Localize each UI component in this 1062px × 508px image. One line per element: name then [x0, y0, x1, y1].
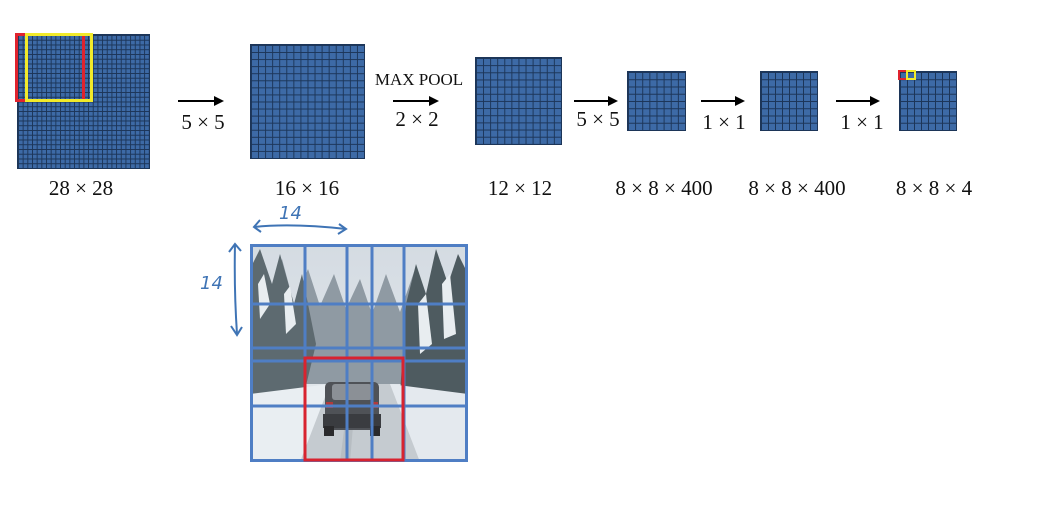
op-label-pool-2x2: 2 × 2	[395, 107, 439, 131]
output-grid-8x8x4	[899, 71, 957, 131]
block-label-12x12: 12 × 12	[487, 176, 553, 200]
output-yellow-cell-box	[906, 70, 916, 80]
yellow-window-box	[25, 33, 93, 102]
photo-grid-overlay	[250, 244, 468, 462]
op-label-conv-1x1-a: 1 × 1	[702, 110, 746, 134]
arrow-right-icon	[836, 96, 880, 106]
arrow-right-icon	[178, 96, 224, 106]
op-label-conv-5x5-b: 5 × 5	[576, 107, 620, 131]
photo-scene	[250, 244, 468, 462]
op-title-max-pool: MAX POOL	[374, 70, 464, 89]
fc1-grid-8x8x400	[760, 71, 818, 131]
block-label-28x28: 28 × 28	[48, 176, 114, 200]
height-annotation-arrow-icon	[228, 242, 243, 337]
car-bounding-box	[303, 356, 405, 462]
block-label-16x16: 16 × 16	[274, 176, 340, 200]
op-label-conv-5x5-a: 5 × 5	[181, 110, 225, 134]
op-label-conv-1x1-b: 1 × 1	[840, 110, 884, 134]
arrow-right-icon	[574, 96, 618, 106]
height-annotation-label: 14	[200, 273, 223, 294]
block-label-8x8x400-b: 8 × 8 × 400	[748, 176, 846, 200]
arrow-right-icon	[701, 96, 745, 106]
pool-grid-12x12	[475, 57, 562, 145]
snowy-road-photo	[250, 244, 468, 462]
conv2-grid-8x8x400	[627, 71, 686, 131]
block-label-8x8x400-a: 8 × 8 × 400	[615, 176, 713, 200]
conv1-grid-16x16	[250, 44, 365, 159]
block-label-8x8x4: 8 × 8 × 4	[895, 176, 973, 200]
width-annotation-arrow-icon	[252, 219, 348, 235]
arrow-right-icon	[393, 96, 439, 106]
width-annotation-label: 14	[279, 203, 302, 224]
